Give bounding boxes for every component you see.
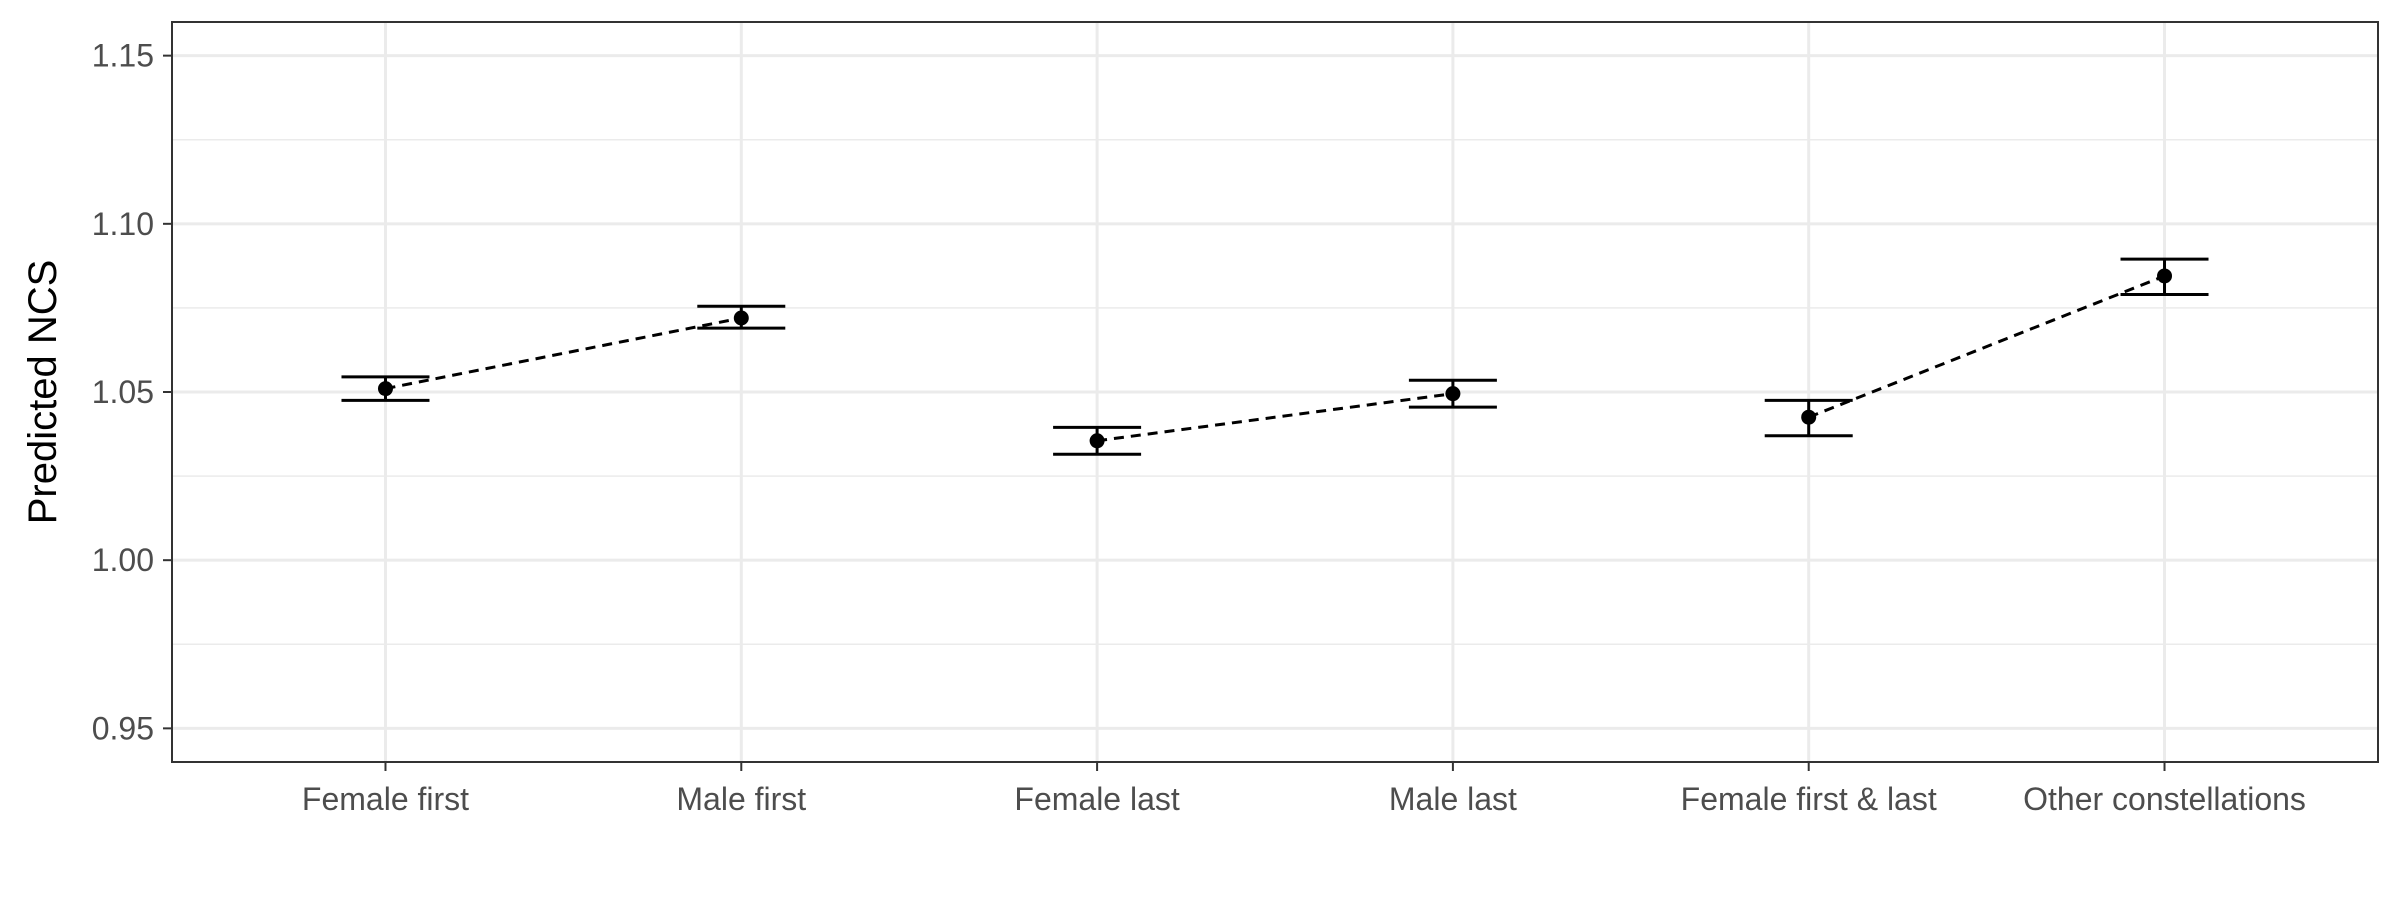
x-axis-ticks: Female first Male first Female last Male la… <box>302 762 2306 817</box>
minor-gridlines <box>172 138 2378 646</box>
data-point <box>1801 409 1817 425</box>
y-tick-label: 1.00 <box>92 542 154 578</box>
data-point <box>377 381 393 397</box>
y-axis-title: Predicted NCS <box>21 260 65 525</box>
data-points <box>377 268 2173 449</box>
data-point <box>733 310 749 326</box>
y-axis-ticks: 0.95 1.00 1.05 1.10 1.15 <box>92 38 172 746</box>
x-tick-label: Male last <box>1389 781 1517 817</box>
y-tick-label: 0.95 <box>92 710 154 746</box>
x-tick-label: Female last <box>1014 781 1180 817</box>
x-tick-label: Male first <box>676 781 806 817</box>
y-tick-label: 1.10 <box>92 206 154 242</box>
dashed-connector <box>1096 392 1454 443</box>
dashed-connector <box>385 316 742 391</box>
dashed-connector <box>1808 274 2166 419</box>
x-tick-label: Other constellations <box>2023 781 2306 817</box>
data-point <box>1089 433 1105 449</box>
y-tick-label: 1.05 <box>92 374 154 410</box>
y-tick-label: 1.15 <box>92 38 154 74</box>
x-tick-label: Female first <box>302 781 469 817</box>
dashed-connectors <box>385 274 2166 443</box>
data-point <box>1445 386 1461 402</box>
x-tick-label: Female first & last <box>1681 781 1937 817</box>
data-point <box>2157 268 2173 284</box>
